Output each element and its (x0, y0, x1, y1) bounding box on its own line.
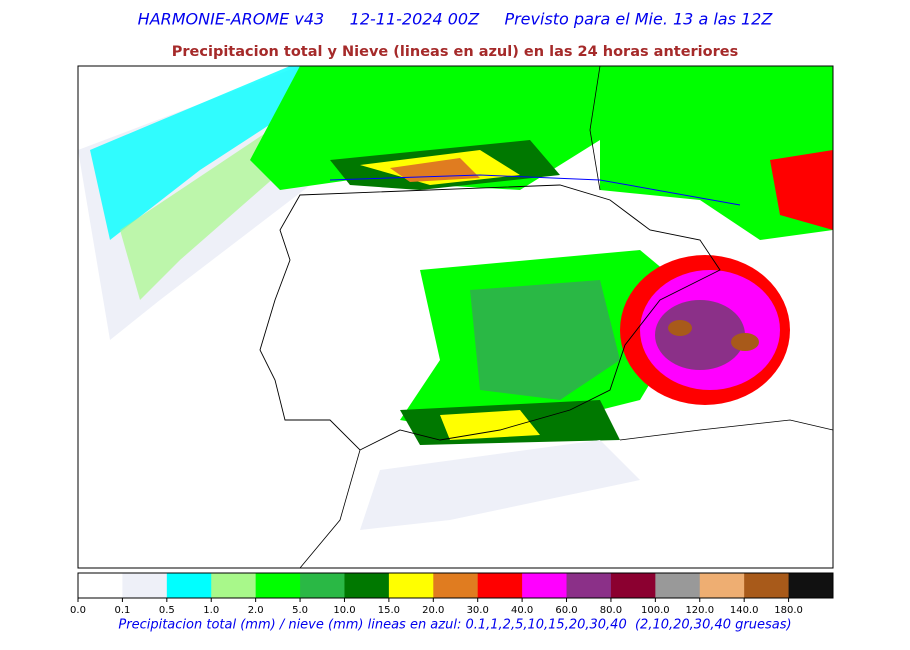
colorbar-tick-label: 5.0 (292, 605, 308, 616)
caption: Precipitacion total (mm) / nieve (mm) li… (118, 618, 791, 633)
colorbar-tick-label: 0.1 (114, 605, 130, 616)
colorbar-swatch (699, 573, 745, 598)
colorbar-tick-label: 2.0 (248, 605, 264, 616)
colorbar-tick-label: 20.0 (422, 605, 444, 616)
colorbar-swatch (300, 573, 345, 598)
colorbar-swatch (566, 573, 612, 598)
colorbar-tick-label: 0.0 (70, 605, 86, 616)
colorbar-swatch (433, 573, 479, 598)
colorbar-tick-label: 0.5 (159, 605, 175, 616)
colorbar-tick-label: 140.0 (730, 605, 759, 616)
colorbar-tick-label: 100.0 (641, 605, 670, 616)
colorbar-swatch (744, 573, 790, 598)
colorbar-swatch (78, 573, 123, 598)
colorbar-swatch (477, 573, 523, 598)
colorbar: 0.0 0.1 0.5 1.0 2.0 5.0 10.0 15.0 20.0 30.0 40.0 60… (70, 573, 834, 616)
colorbar-tick-label: 80.0 (600, 605, 622, 616)
colorbar-swatch (655, 573, 701, 598)
colorbar-tick-label: 15.0 (378, 605, 400, 616)
colorbar-swatch (388, 573, 434, 598)
colorbar-swatch (255, 573, 301, 598)
colorbar-tick-label: 10.0 (333, 605, 355, 616)
title: HARMONIE-AROME v43 12-11-2024 00Z Previs… (138, 10, 774, 29)
colorbar-swatch (788, 573, 834, 598)
colorbar-swatch (522, 573, 568, 598)
colorbar-swatch (122, 573, 168, 598)
colorbar-tick-label: 180.0 (774, 605, 803, 616)
colorbar-swatch (344, 573, 390, 598)
colorbar-swatch (610, 573, 656, 598)
subtitle: Precipitacion total y Nieve (lineas en a… (172, 44, 738, 60)
colorbar-tick-label: 40.0 (511, 605, 533, 616)
map (77, 65, 834, 569)
colorbar-swatch (166, 573, 212, 598)
colorbar-frame (77, 572, 834, 599)
colorbar-tick-label: 60.0 (555, 605, 577, 616)
colorbar-tick-label: 120.0 (685, 605, 714, 616)
colorbar-tick-label: 30.0 (467, 605, 489, 616)
colorbar-tick-label: 1.0 (203, 605, 219, 616)
colorbar-swatch (211, 573, 257, 598)
